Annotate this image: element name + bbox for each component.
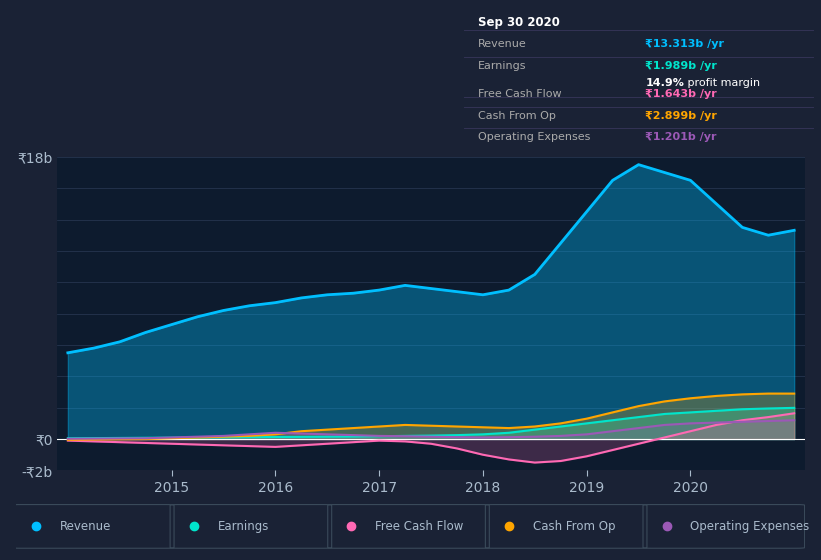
Text: Free Cash Flow: Free Cash Flow [375,520,463,533]
Text: Revenue: Revenue [60,520,111,533]
Text: ₹1.201b /yr: ₹1.201b /yr [645,132,717,142]
Text: Earnings: Earnings [218,520,268,533]
Text: ₹13.313b /yr: ₹13.313b /yr [645,39,724,49]
Text: Sep 30 2020: Sep 30 2020 [478,16,560,29]
Text: Operating Expenses: Operating Expenses [690,520,810,533]
Text: ₹2.899b /yr: ₹2.899b /yr [645,110,718,120]
Text: Revenue: Revenue [478,39,526,49]
Text: Free Cash Flow: Free Cash Flow [478,89,562,99]
Text: Earnings: Earnings [478,60,526,71]
Text: ₹1.643b /yr: ₹1.643b /yr [645,89,717,99]
Text: Cash From Op: Cash From Op [478,110,556,120]
Text: profit margin: profit margin [684,78,759,88]
Text: ₹1.989b /yr: ₹1.989b /yr [645,60,718,71]
Text: Cash From Op: Cash From Op [533,520,615,533]
Text: 14.9%: 14.9% [645,78,684,88]
Text: Operating Expenses: Operating Expenses [478,132,590,142]
